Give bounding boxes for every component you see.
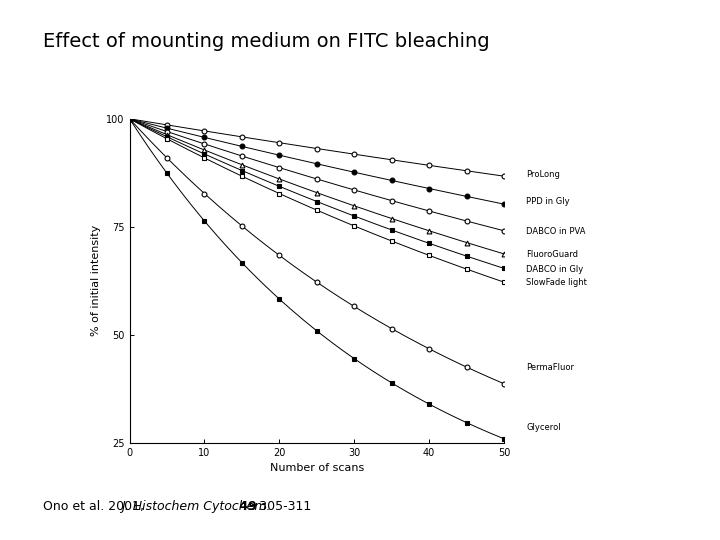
- Text: PermaFluor: PermaFluor: [526, 363, 575, 372]
- Text: DABCO in Gly: DABCO in Gly: [526, 266, 584, 274]
- Text: : 305-311: : 305-311: [251, 500, 312, 513]
- Text: DABCO in PVA: DABCO in PVA: [526, 227, 586, 235]
- Text: SlowFade light: SlowFade light: [526, 279, 588, 287]
- Text: Ono et al. 2001,: Ono et al. 2001,: [43, 500, 148, 513]
- Y-axis label: % of initial intensity: % of initial intensity: [91, 225, 101, 336]
- Text: Effect of mounting medium on FITC bleaching: Effect of mounting medium on FITC bleach…: [43, 32, 490, 51]
- Text: PPD in Gly: PPD in Gly: [526, 197, 570, 206]
- Text: FluoroGuard: FluoroGuard: [526, 251, 578, 259]
- X-axis label: Number of scans: Number of scans: [270, 463, 364, 473]
- Text: J. Histochem Cytochem.: J. Histochem Cytochem.: [121, 500, 271, 513]
- Text: 49: 49: [235, 500, 256, 513]
- Text: Glycerol: Glycerol: [526, 423, 561, 432]
- Text: ProLong: ProLong: [526, 170, 560, 179]
